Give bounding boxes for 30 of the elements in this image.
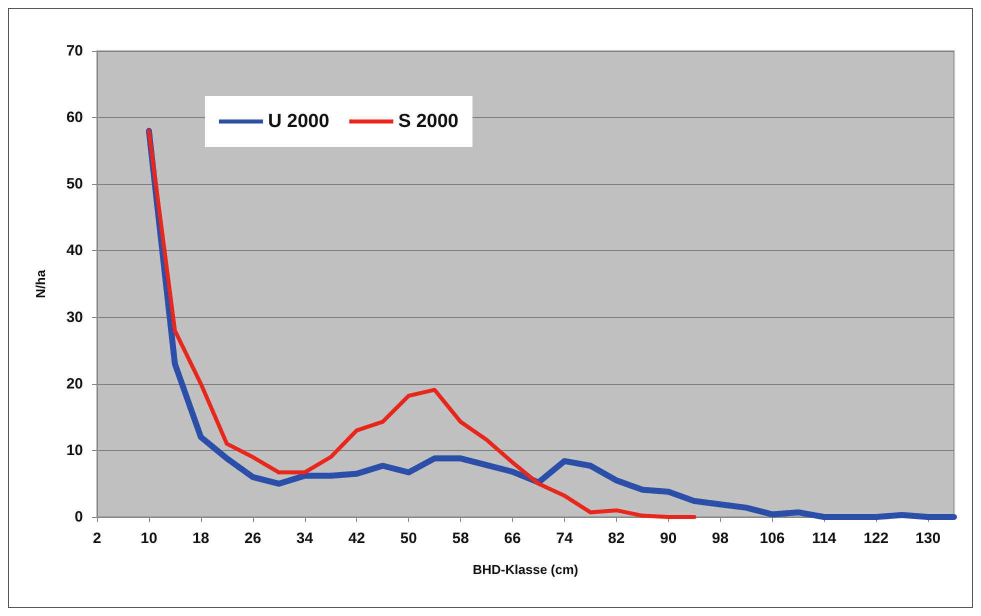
x-tick-label: 26	[244, 530, 262, 547]
legend-label: U 2000	[268, 111, 330, 132]
y-tick-label: 0	[74, 508, 83, 526]
x-tick-label: 66	[504, 530, 521, 547]
y-tick-label: 50	[66, 176, 83, 193]
legend-label: S 2000	[398, 111, 458, 132]
y-tick-label: 70	[66, 42, 83, 60]
x-tick-label: 74	[556, 530, 574, 547]
x-tick-label: 90	[660, 530, 677, 547]
x-tick-label: 34	[296, 530, 314, 547]
x-tick-label: 58	[452, 530, 469, 547]
x-tick-label: 42	[348, 530, 366, 547]
x-tick-label: 98	[712, 530, 729, 547]
x-tick-label: 106	[760, 530, 785, 547]
y-tick-label: 30	[66, 308, 83, 326]
x-tick-label: 18	[192, 530, 210, 547]
x-tick-label: 114	[812, 530, 837, 547]
y-axis-title: N/ha	[33, 269, 48, 298]
x-tick-label: 10	[140, 530, 158, 547]
x-axis-title: BHD-Klasse (cm)	[472, 562, 578, 577]
x-tick-label: 82	[608, 530, 625, 547]
y-tick-label: 10	[66, 442, 83, 459]
y-tick-label: 20	[66, 375, 83, 392]
x-tick-label: 2	[92, 530, 102, 547]
x-tick-label: 130	[916, 530, 941, 547]
x-tick-label: 122	[864, 530, 889, 547]
line-series	[146, 128, 696, 519]
y-tick-label: 60	[66, 109, 83, 126]
x-tick-label: 50	[400, 530, 417, 547]
y-tick-label: 40	[66, 242, 83, 260]
